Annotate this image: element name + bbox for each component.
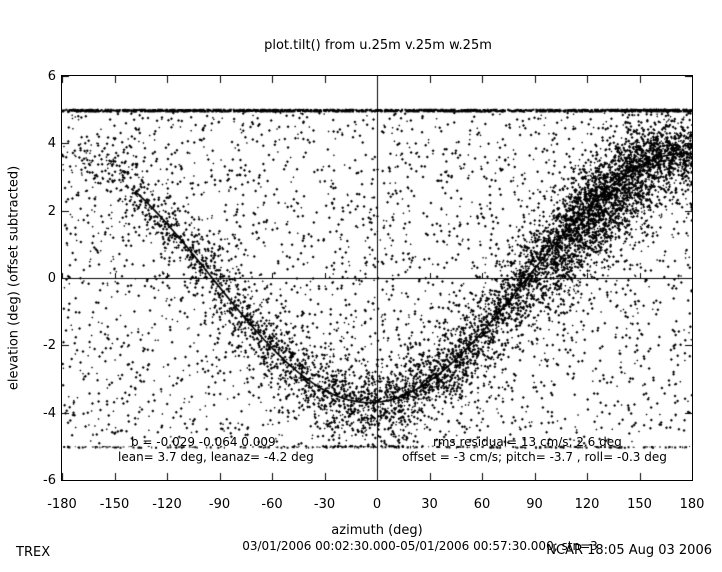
y-tick-label: -4 [43, 405, 56, 421]
x-tick-label: -90 [208, 497, 231, 512]
y-tick-label: -6 [43, 473, 56, 488]
x-tick-label: 0 [372, 497, 382, 512]
x-tick-label: -180 [47, 497, 77, 512]
y-tick-label: 2 [47, 203, 56, 219]
annotation-rms-residual: rms residual= 13 cm/s, 2.6 deg [433, 435, 622, 449]
x-tick-label: 90 [526, 497, 543, 512]
annotation-lean-values: lean= 3.7 deg, leanaz= -4.2 deg [118, 450, 314, 464]
time-range-label: 03/01/2006 00:02:30.000-05/01/2006 00:57… [242, 539, 598, 553]
y-tick-label: 4 [47, 136, 56, 152]
x-axis-label: azimuth (deg) [331, 523, 423, 538]
x-tick-label: 180 [679, 497, 705, 512]
annotation-offset-pitch-roll: offset = -3 cm/s; pitch= -3.7 , roll= -0… [402, 450, 667, 464]
x-tick-label: 60 [473, 497, 491, 512]
plot-title: plot.tilt() from u.25m v.25m w.25m [264, 38, 492, 53]
annotation-fit-coefficients: b = -0.029 -0.064 0.009 [131, 435, 276, 449]
x-tick-label: -60 [261, 497, 283, 512]
provenance-stamp: NCAR 18:05 Aug 03 2006 [546, 543, 712, 558]
x-tick-label: -150 [99, 497, 130, 512]
x-tick-label: 150 [627, 497, 652, 512]
x-tick-label: -30 [313, 497, 336, 512]
y-tick-label: 0 [47, 271, 56, 286]
y-tick-label: -2 [43, 338, 56, 354]
project-label: TREX [16, 545, 51, 560]
plot-area: b = -0.029 -0.064 0.009 lean= 3.7 deg, l… [61, 75, 693, 481]
x-tick-label: 120 [574, 497, 600, 512]
scatter-canvas [62, 76, 692, 480]
y-tick-label: 6 [47, 69, 56, 84]
x-tick-label: 30 [421, 497, 438, 512]
x-tick-label: -120 [152, 497, 182, 512]
